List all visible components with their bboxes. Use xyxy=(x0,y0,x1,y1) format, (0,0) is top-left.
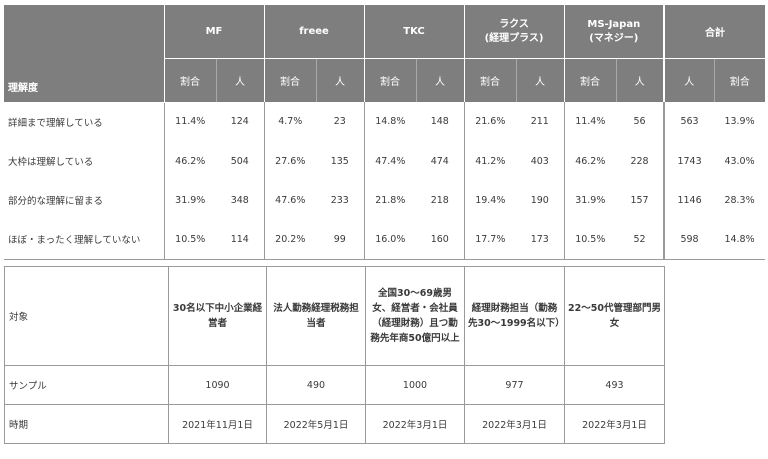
table-cell: 14.8% xyxy=(714,219,766,260)
table-cell: 148 xyxy=(430,116,449,128)
table-cell: 52 xyxy=(616,219,665,260)
table-cell: 47.6% xyxy=(263,180,317,220)
table-row: 部分的な理解に留まる 31.9% 348 47.6% 233 21.8% 218 19.4% 1… xyxy=(4,180,765,220)
target-header: 22〜50代管理部門男女 xyxy=(564,266,665,366)
table-cell: 11.4% xyxy=(163,102,216,142)
table-cell: 504 xyxy=(230,155,249,167)
group-header-msjapan: MS-Japan (マネジー) xyxy=(563,5,665,59)
table-cell: 28.3% xyxy=(724,194,755,206)
col-header: 割合 xyxy=(563,58,617,102)
table-cell: 218 xyxy=(430,194,449,206)
col-header: 人 xyxy=(515,58,565,102)
col-header: 割合 xyxy=(263,58,317,102)
period-cell: 2022年5月1日 xyxy=(266,404,366,444)
table-cell: 160 xyxy=(416,219,465,260)
period-cell: 2022年3月1日 xyxy=(464,404,565,444)
row-label: ほぼ・まったく理解していない xyxy=(4,219,164,260)
sample-cell: 1090 xyxy=(168,365,267,405)
target-header: 経理財務担当（勤務先30〜1999名以下） xyxy=(464,266,565,366)
table-cell: 11.4% xyxy=(563,102,617,142)
table-cell: 46.2% xyxy=(163,141,216,181)
target-header: 30名以下中小企業経営者 xyxy=(168,266,267,366)
target-header-label: 対象 xyxy=(4,266,169,366)
table-cell: 41.2% xyxy=(463,141,517,181)
table-cell: 563 xyxy=(663,102,715,142)
table-cell: 211 xyxy=(530,116,549,128)
target-header: 全国30〜69歳男女、経営者・会社員（経理財務）且つ勤務先年商50億円以上 xyxy=(365,266,465,366)
table-cell: 14.8% xyxy=(363,102,417,142)
table-cell: 233 xyxy=(330,194,349,206)
group-header-freee: freee xyxy=(263,5,365,59)
group-header-mf: MF xyxy=(163,5,265,59)
period-cell: 2021年11月1日 xyxy=(168,404,267,444)
table-cell: 17.7% xyxy=(463,219,517,260)
table-cell: 99 xyxy=(316,219,365,260)
table-cell: 31.9% xyxy=(163,180,216,220)
col-header: 割合 xyxy=(163,58,216,102)
table-cell: 1743 xyxy=(663,141,715,181)
table-cell: 135 xyxy=(330,155,349,167)
table-cell: 56 xyxy=(633,116,646,128)
table-cell: 348 xyxy=(230,194,249,206)
col-header: 割合 xyxy=(713,58,766,102)
col-header: 割合 xyxy=(463,58,517,102)
table-cell: 173 xyxy=(516,219,565,260)
table-cell: 474 xyxy=(430,155,449,167)
table-cell: 27.6% xyxy=(263,141,317,181)
table-cell: 10.5% xyxy=(563,219,617,260)
period-cell: 2022年3月1日 xyxy=(564,404,665,444)
table-cell: 19.4% xyxy=(463,180,517,220)
table-cell: 114 xyxy=(216,219,265,260)
table-cell: 403 xyxy=(530,155,549,167)
table-cell: 16.0% xyxy=(363,219,417,260)
col-header: 人 xyxy=(615,58,665,102)
group-header-tkc: TKC xyxy=(363,5,465,59)
table-cell: 47.4% xyxy=(363,141,417,181)
table-cell: 598 xyxy=(663,219,715,260)
group-header-total: 合計 xyxy=(663,5,766,59)
table-cell: 20.2% xyxy=(263,219,317,260)
row-label-period: 時期 xyxy=(4,404,169,444)
col-header: 人 xyxy=(415,58,465,102)
sample-cell: 977 xyxy=(464,365,565,405)
table-cell: 21.6% xyxy=(463,102,517,142)
understanding-table: 理解度 MF freee TKC ラクス (経理プラス) MS-Japan (マ… xyxy=(4,5,766,260)
table-cell: 4.7% xyxy=(263,102,317,142)
sample-cell: 493 xyxy=(564,365,665,405)
table-cell: 43.0% xyxy=(724,155,755,167)
table-cell: 10.5% xyxy=(163,219,216,260)
survey-info-table: 対象 30名以下中小企業経営者 法人勤務経理税務担当者 全国30〜69歳男女、経… xyxy=(4,266,665,444)
col-header: 人 xyxy=(663,58,715,102)
table-cell: 31.9% xyxy=(563,180,617,220)
table-cell: 21.8% xyxy=(363,180,417,220)
table-cell: 46.2% xyxy=(563,141,617,181)
row-label: 部分的な理解に留まる xyxy=(8,196,104,207)
row-label: 詳細まで理解している xyxy=(8,118,103,129)
table-cell: 13.9% xyxy=(724,116,755,128)
table-cell: 157 xyxy=(630,194,649,206)
table-row: 大枠は理解している 46.2% 504 27.6% 135 47.4% 474 41.2% 40… xyxy=(4,141,765,181)
table-cell: 228 xyxy=(630,155,649,167)
target-header: 法人勤務経理税務担当者 xyxy=(266,266,366,366)
table-row: 詳細まで理解している 11.4% 124 4.7% 23 14.8% 148 21.6% 211… xyxy=(4,102,765,142)
table-cell: 23 xyxy=(333,116,346,128)
row-label: 大枠は理解している xyxy=(8,157,94,168)
period-cell: 2022年3月1日 xyxy=(365,404,465,444)
row-label-sample: サンプル xyxy=(4,365,169,405)
table-cell: 1146 xyxy=(663,180,715,220)
corner-label: 理解度 xyxy=(4,5,164,103)
table-cell: 190 xyxy=(530,194,549,206)
sample-cell: 1000 xyxy=(365,365,465,405)
table-row: ほぼ・まったく理解していない 10.5% 114 20.2% 99 16.0% 160 17.… xyxy=(4,219,766,260)
col-header: 人 xyxy=(315,58,365,102)
col-header: 割合 xyxy=(363,58,417,102)
table-cell: 124 xyxy=(230,116,249,128)
group-header-rakus: ラクス (経理プラス) xyxy=(463,5,565,59)
col-header: 人 xyxy=(215,58,265,102)
sample-cell: 490 xyxy=(266,365,366,405)
